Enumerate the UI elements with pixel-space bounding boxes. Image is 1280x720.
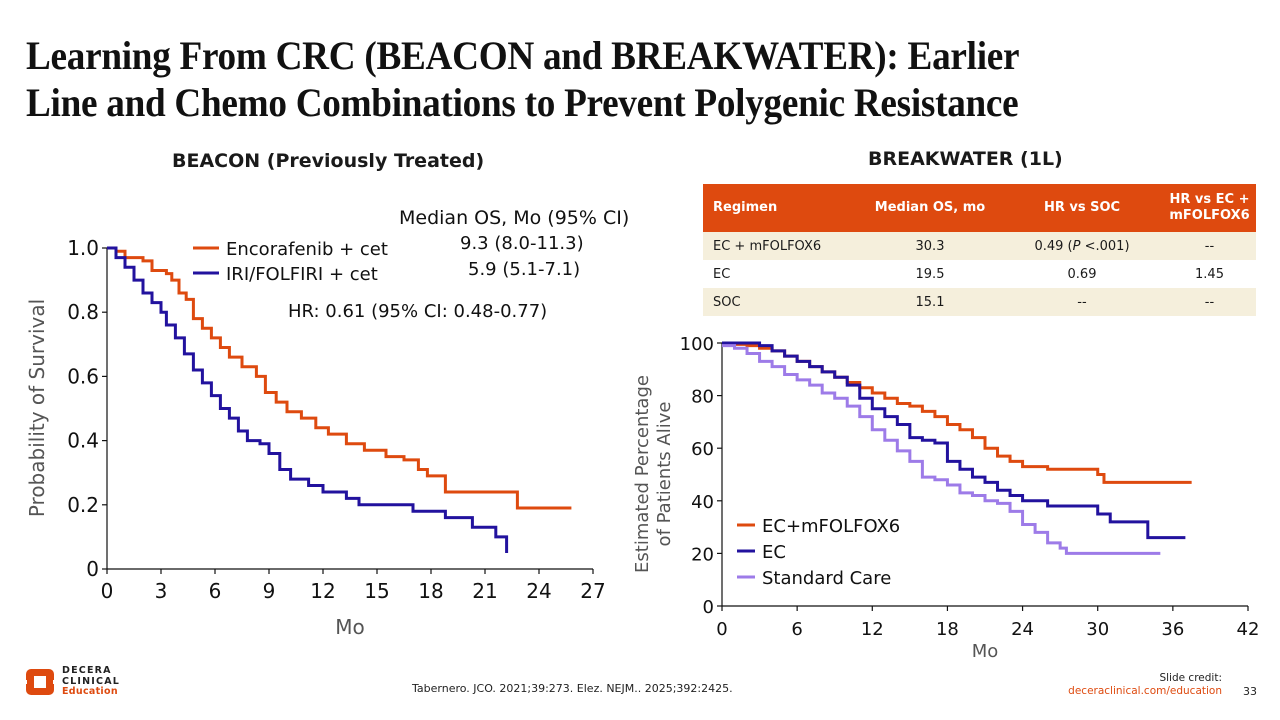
cell-median-os: 15.1 bbox=[859, 288, 1001, 316]
citation: Tabernero. JCO. 2021;39:273. Elez. NEJM.… bbox=[412, 682, 733, 695]
logo-text: DECERA CLINICAL Education bbox=[62, 665, 121, 698]
cell-regimen: SOC bbox=[703, 288, 859, 316]
cell-hr-ec: -- bbox=[1163, 232, 1256, 260]
x-tick-label: 15 bbox=[364, 579, 389, 603]
x-tick-label: 30 bbox=[1086, 619, 1109, 640]
y-axis-label: Estimated Percentage bbox=[632, 375, 653, 573]
series-line-encorafenib-cet bbox=[107, 246, 572, 510]
x-tick-label: 42 bbox=[1237, 619, 1260, 640]
y-tick-label: 0.8 bbox=[67, 300, 99, 324]
beacon-hr-text: HR: 0.61 (95% CI: 0.48-0.77) bbox=[288, 301, 548, 322]
col-header-regimen: Regimen bbox=[703, 184, 859, 232]
x-tick-label: 24 bbox=[1011, 619, 1034, 640]
cell-hr-soc: 0.49 (P <.001) bbox=[1001, 232, 1163, 260]
col-header-median-os: Median OS, mo bbox=[859, 184, 1001, 232]
logo-line2: CLINICAL bbox=[62, 675, 121, 687]
breakwater-table: Regimen Median OS, mo HR vs SOC HR vs EC… bbox=[703, 184, 1256, 316]
series-line-standard-care bbox=[722, 344, 1161, 555]
cell-hr-soc: -- bbox=[1001, 288, 1163, 316]
table-row: EC + mFOLFOX6 30.3 0.49 (P <.001) -- bbox=[703, 232, 1256, 260]
y-axis-label: Probability of Survival bbox=[25, 299, 49, 517]
hr-soc-value: 0.49 bbox=[1034, 238, 1064, 254]
credit-label: Slide credit: bbox=[1159, 672, 1222, 684]
x-tick-label: 6 bbox=[209, 579, 222, 603]
y-tick-label: 0.4 bbox=[67, 429, 99, 453]
x-tick-label: 12 bbox=[861, 619, 884, 640]
beacon-median-iri: 5.9 (5.1-7.1) bbox=[468, 259, 581, 280]
series-line-ec bbox=[722, 341, 1186, 540]
cell-median-os: 19.5 bbox=[915, 266, 945, 282]
y-tick-label: 0.6 bbox=[67, 364, 99, 388]
x-tick-label: 3 bbox=[155, 579, 168, 603]
x-tick-label: 0 bbox=[101, 579, 114, 603]
slide-title-line2: Line and Chemo Combinations to Prevent P… bbox=[26, 80, 1019, 125]
beacon-heading: BEACON (Previously Treated) bbox=[172, 150, 485, 172]
x-tick-label: 21 bbox=[472, 579, 497, 603]
cell-median-os: 30.3 bbox=[859, 232, 1001, 260]
x-tick-label: 12 bbox=[310, 579, 335, 603]
table-row: EC 19.5 0.69 1.45 bbox=[703, 260, 1256, 288]
legend-label-encorafenib-cet: Encorafenib + cet bbox=[226, 239, 388, 260]
beacon-median-enco: 9.3 (8.0-11.3) bbox=[460, 233, 584, 254]
cell-hr-ec: 1.45 bbox=[1195, 266, 1224, 282]
y-tick-label: 0 bbox=[703, 597, 714, 618]
decera-logo: DECERA CLINICAL Education bbox=[24, 665, 134, 698]
y-tick-label: 60 bbox=[691, 439, 714, 460]
y-tick-label: 0.2 bbox=[67, 493, 99, 517]
page-number: 33 bbox=[1243, 685, 1257, 698]
col-header-hr-soc: HR vs SOC bbox=[1001, 184, 1163, 232]
y-tick-label: 40 bbox=[691, 492, 714, 513]
p-value: <.001 bbox=[1084, 238, 1125, 254]
slide-title: Learning From CRC (BEACON and BREAKWATER… bbox=[26, 32, 1179, 126]
x-tick-label: 36 bbox=[1161, 619, 1184, 640]
cell-regimen: EC bbox=[713, 266, 731, 282]
legend-label-standard-care: Standard Care bbox=[762, 568, 891, 589]
cell-regimen: EC + mFOLFOX6 bbox=[703, 232, 859, 260]
decera-logo-icon bbox=[24, 669, 56, 695]
logo-line1: DECERA bbox=[62, 665, 112, 676]
logo-line3: Education bbox=[62, 686, 118, 697]
x-tick-label: 18 bbox=[418, 579, 443, 603]
x-tick-label: 0 bbox=[716, 619, 727, 640]
x-axis-label: Mo bbox=[335, 615, 365, 639]
slide-credit: Slide credit: deceraclinical.com/educati… bbox=[1068, 672, 1222, 698]
y-tick-label: 80 bbox=[691, 387, 714, 408]
series-line-iri-folfiri-cet bbox=[107, 246, 509, 553]
cell-hr-soc: 0.69 bbox=[1067, 266, 1097, 282]
beacon-median-header: Median OS, Mo (95% CI) bbox=[399, 207, 630, 229]
legend-label-ec-mfolfox6: EC+mFOLFOX6 bbox=[762, 516, 900, 537]
table-row: SOC 15.1 -- -- bbox=[703, 288, 1256, 316]
x-tick-label: 6 bbox=[791, 619, 802, 640]
x-axis-label: Mo bbox=[972, 641, 999, 662]
legend-label-iri-folfiri-cet: IRI/FOLFIRI + cet bbox=[226, 264, 378, 285]
x-tick-label: 9 bbox=[263, 579, 276, 603]
y-tick-label: 0 bbox=[86, 557, 99, 581]
y-tick-label: 100 bbox=[680, 334, 714, 355]
y-axis-label: of Patients Alive bbox=[654, 402, 675, 547]
slide-title-line1: Learning From CRC (BEACON and BREAKWATER… bbox=[26, 33, 1020, 78]
breakwater-heading: BREAKWATER (1L) bbox=[868, 148, 1063, 170]
legend-label-ec: EC bbox=[762, 542, 786, 563]
y-tick-label: 1.0 bbox=[67, 236, 99, 260]
credit-url[interactable]: deceraclinical.com/education bbox=[1068, 685, 1222, 697]
p-label: P bbox=[1072, 238, 1081, 254]
col-header-hr-ec: HR vs EC + mFOLFOX6 bbox=[1163, 184, 1256, 232]
table-header-row: Regimen Median OS, mo HR vs SOC HR vs EC… bbox=[703, 184, 1256, 232]
x-tick-label: 18 bbox=[936, 619, 959, 640]
x-tick-label: 24 bbox=[526, 579, 551, 603]
y-tick-label: 20 bbox=[691, 544, 714, 565]
x-tick-label: 27 bbox=[580, 579, 605, 603]
cell-hr-ec: -- bbox=[1163, 288, 1256, 316]
